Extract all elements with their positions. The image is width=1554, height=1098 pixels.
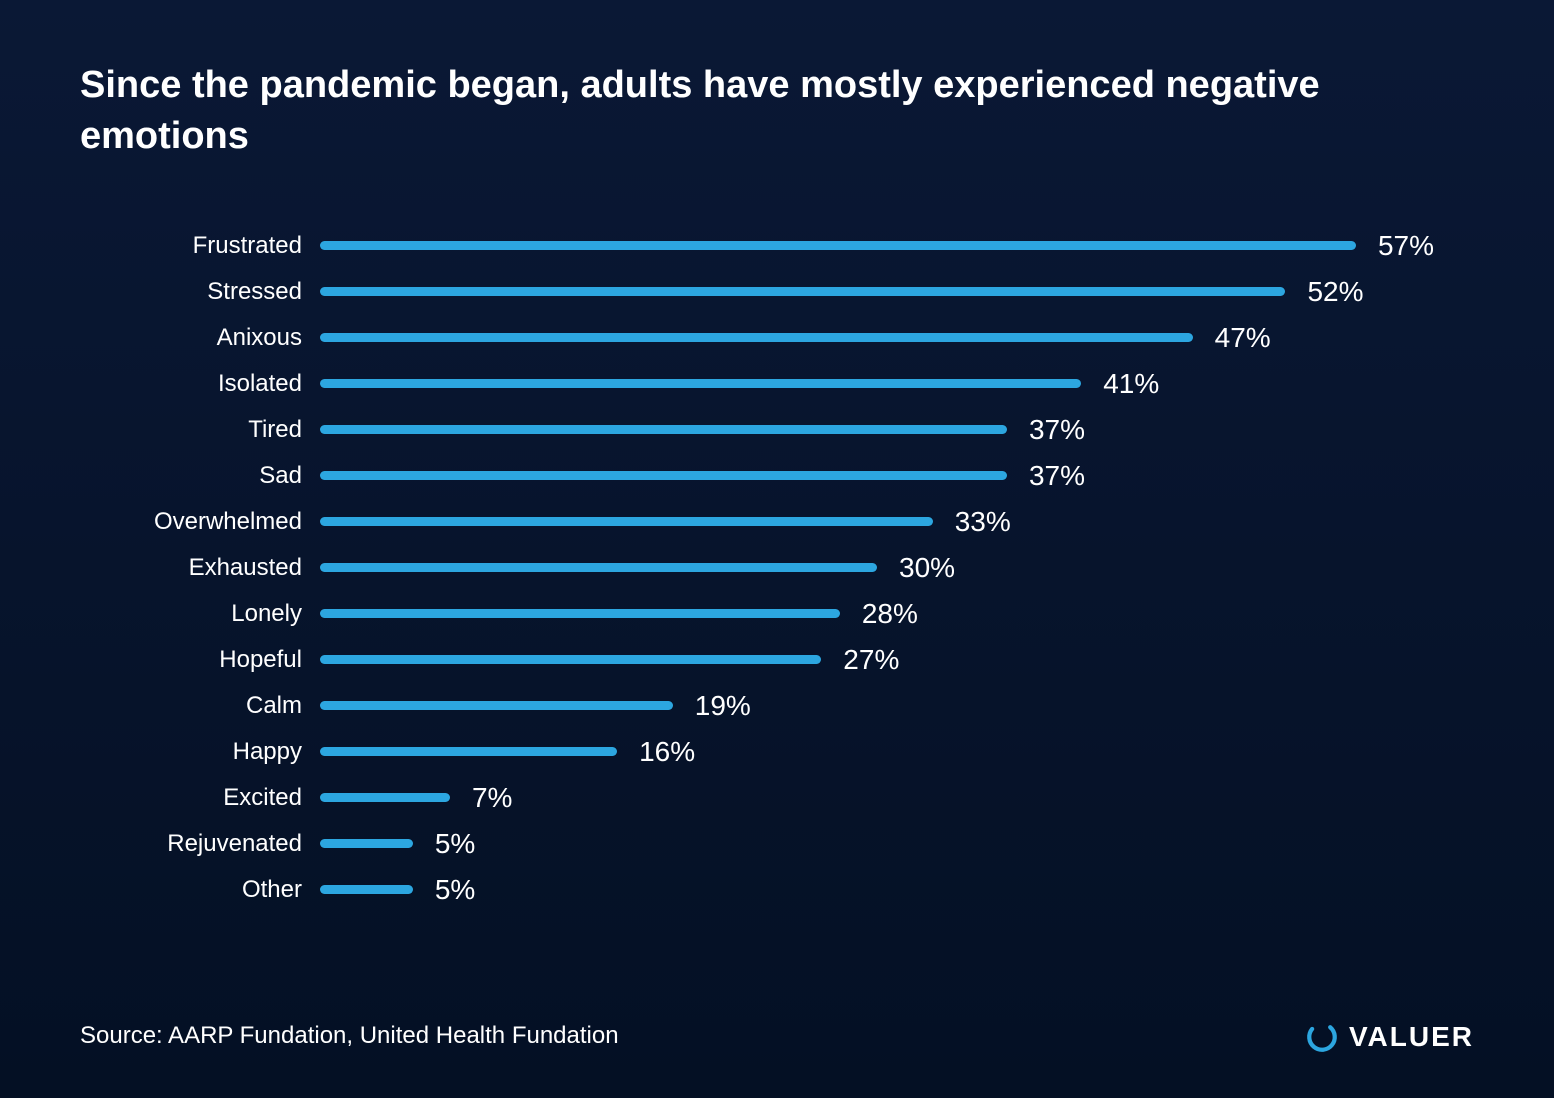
- source-text: Source: AARP Fundation, United Health Fu…: [80, 1022, 619, 1050]
- value-label: 37%: [1029, 460, 1085, 492]
- value-label: 30%: [899, 552, 955, 584]
- value-label: 47%: [1215, 322, 1271, 354]
- bar-container: 5%: [320, 828, 1434, 860]
- bar-container: 19%: [320, 690, 1434, 722]
- category-label: Other: [120, 876, 320, 904]
- category-label: Excited: [120, 784, 320, 812]
- bar-container: 16%: [320, 736, 1434, 768]
- category-label: Tired: [120, 416, 320, 444]
- bar-container: 33%: [320, 506, 1434, 538]
- bar-container: 5%: [320, 874, 1434, 906]
- bar-row: Frustrated 57%: [120, 223, 1434, 269]
- bar: [320, 241, 1356, 250]
- value-label: 33%: [955, 506, 1011, 538]
- bar: [320, 563, 877, 572]
- bar: [320, 287, 1285, 296]
- bar-container: 37%: [320, 460, 1434, 492]
- bar-row: Excited 7%: [120, 775, 1434, 821]
- value-label: 27%: [843, 644, 899, 676]
- category-label: Hopeful: [120, 646, 320, 674]
- bar-row: Lonely 28%: [120, 591, 1434, 637]
- category-label: Sad: [120, 462, 320, 490]
- value-label: 37%: [1029, 414, 1085, 446]
- bar-row: Hopeful 27%: [120, 637, 1434, 683]
- category-label: Anixous: [120, 324, 320, 352]
- bar: [320, 747, 617, 756]
- brand-icon: [1305, 1020, 1339, 1054]
- bar-container: 30%: [320, 552, 1434, 584]
- value-label: 57%: [1378, 230, 1434, 262]
- category-label: Isolated: [120, 370, 320, 398]
- value-label: 16%: [639, 736, 695, 768]
- bar-row: Stressed 52%: [120, 269, 1434, 315]
- brand-logo: VALUER: [1305, 1020, 1474, 1054]
- bar-row: Isolated 41%: [120, 361, 1434, 407]
- bar-row: Rejuvenated 5%: [120, 821, 1434, 867]
- category-label: Frustrated: [120, 232, 320, 260]
- category-label: Exhausted: [120, 554, 320, 582]
- bar: [320, 333, 1193, 342]
- bar-container: 7%: [320, 782, 1434, 814]
- bar-container: 41%: [320, 368, 1434, 400]
- chart-canvas: Since the pandemic began, adults have mo…: [0, 0, 1554, 1098]
- bar: [320, 379, 1081, 388]
- bar: [320, 793, 450, 802]
- bar-row: Tired 37%: [120, 407, 1434, 453]
- bar-container: 47%: [320, 322, 1434, 354]
- bar: [320, 655, 821, 664]
- bar-container: 28%: [320, 598, 1434, 630]
- bar: [320, 701, 673, 710]
- chart-title: Since the pandemic began, adults have mo…: [80, 60, 1430, 163]
- bar-row: Calm 19%: [120, 683, 1434, 729]
- bar: [320, 517, 933, 526]
- bar: [320, 425, 1007, 434]
- category-label: Happy: [120, 738, 320, 766]
- bar: [320, 885, 413, 894]
- bar: [320, 839, 413, 848]
- category-label: Calm: [120, 692, 320, 720]
- category-label: Rejuvenated: [120, 830, 320, 858]
- value-label: 5%: [435, 828, 475, 860]
- bar-row: Sad 37%: [120, 453, 1434, 499]
- brand-text: VALUER: [1349, 1021, 1474, 1053]
- bar-container: 27%: [320, 644, 1434, 676]
- value-label: 52%: [1307, 276, 1363, 308]
- value-label: 41%: [1103, 368, 1159, 400]
- value-label: 7%: [472, 782, 512, 814]
- bar: [320, 609, 840, 618]
- bar-row: Exhausted 30%: [120, 545, 1434, 591]
- category-label: Stressed: [120, 278, 320, 306]
- bar-container: 57%: [320, 230, 1434, 262]
- bar-row: Happy 16%: [120, 729, 1434, 775]
- value-label: 5%: [435, 874, 475, 906]
- value-label: 28%: [862, 598, 918, 630]
- category-label: Overwhelmed: [120, 508, 320, 536]
- value-label: 19%: [695, 690, 751, 722]
- bar-row: Anixous 47%: [120, 315, 1434, 361]
- bar-container: 37%: [320, 414, 1434, 446]
- bar-container: 52%: [320, 276, 1434, 308]
- category-label: Lonely: [120, 600, 320, 628]
- bar: [320, 471, 1007, 480]
- bar-row: Other 5%: [120, 867, 1434, 913]
- bar-chart: Frustrated 57% Stressed 52% Anixous 47% Isolat…: [120, 223, 1434, 913]
- bar-row: Overwhelmed 33%: [120, 499, 1434, 545]
